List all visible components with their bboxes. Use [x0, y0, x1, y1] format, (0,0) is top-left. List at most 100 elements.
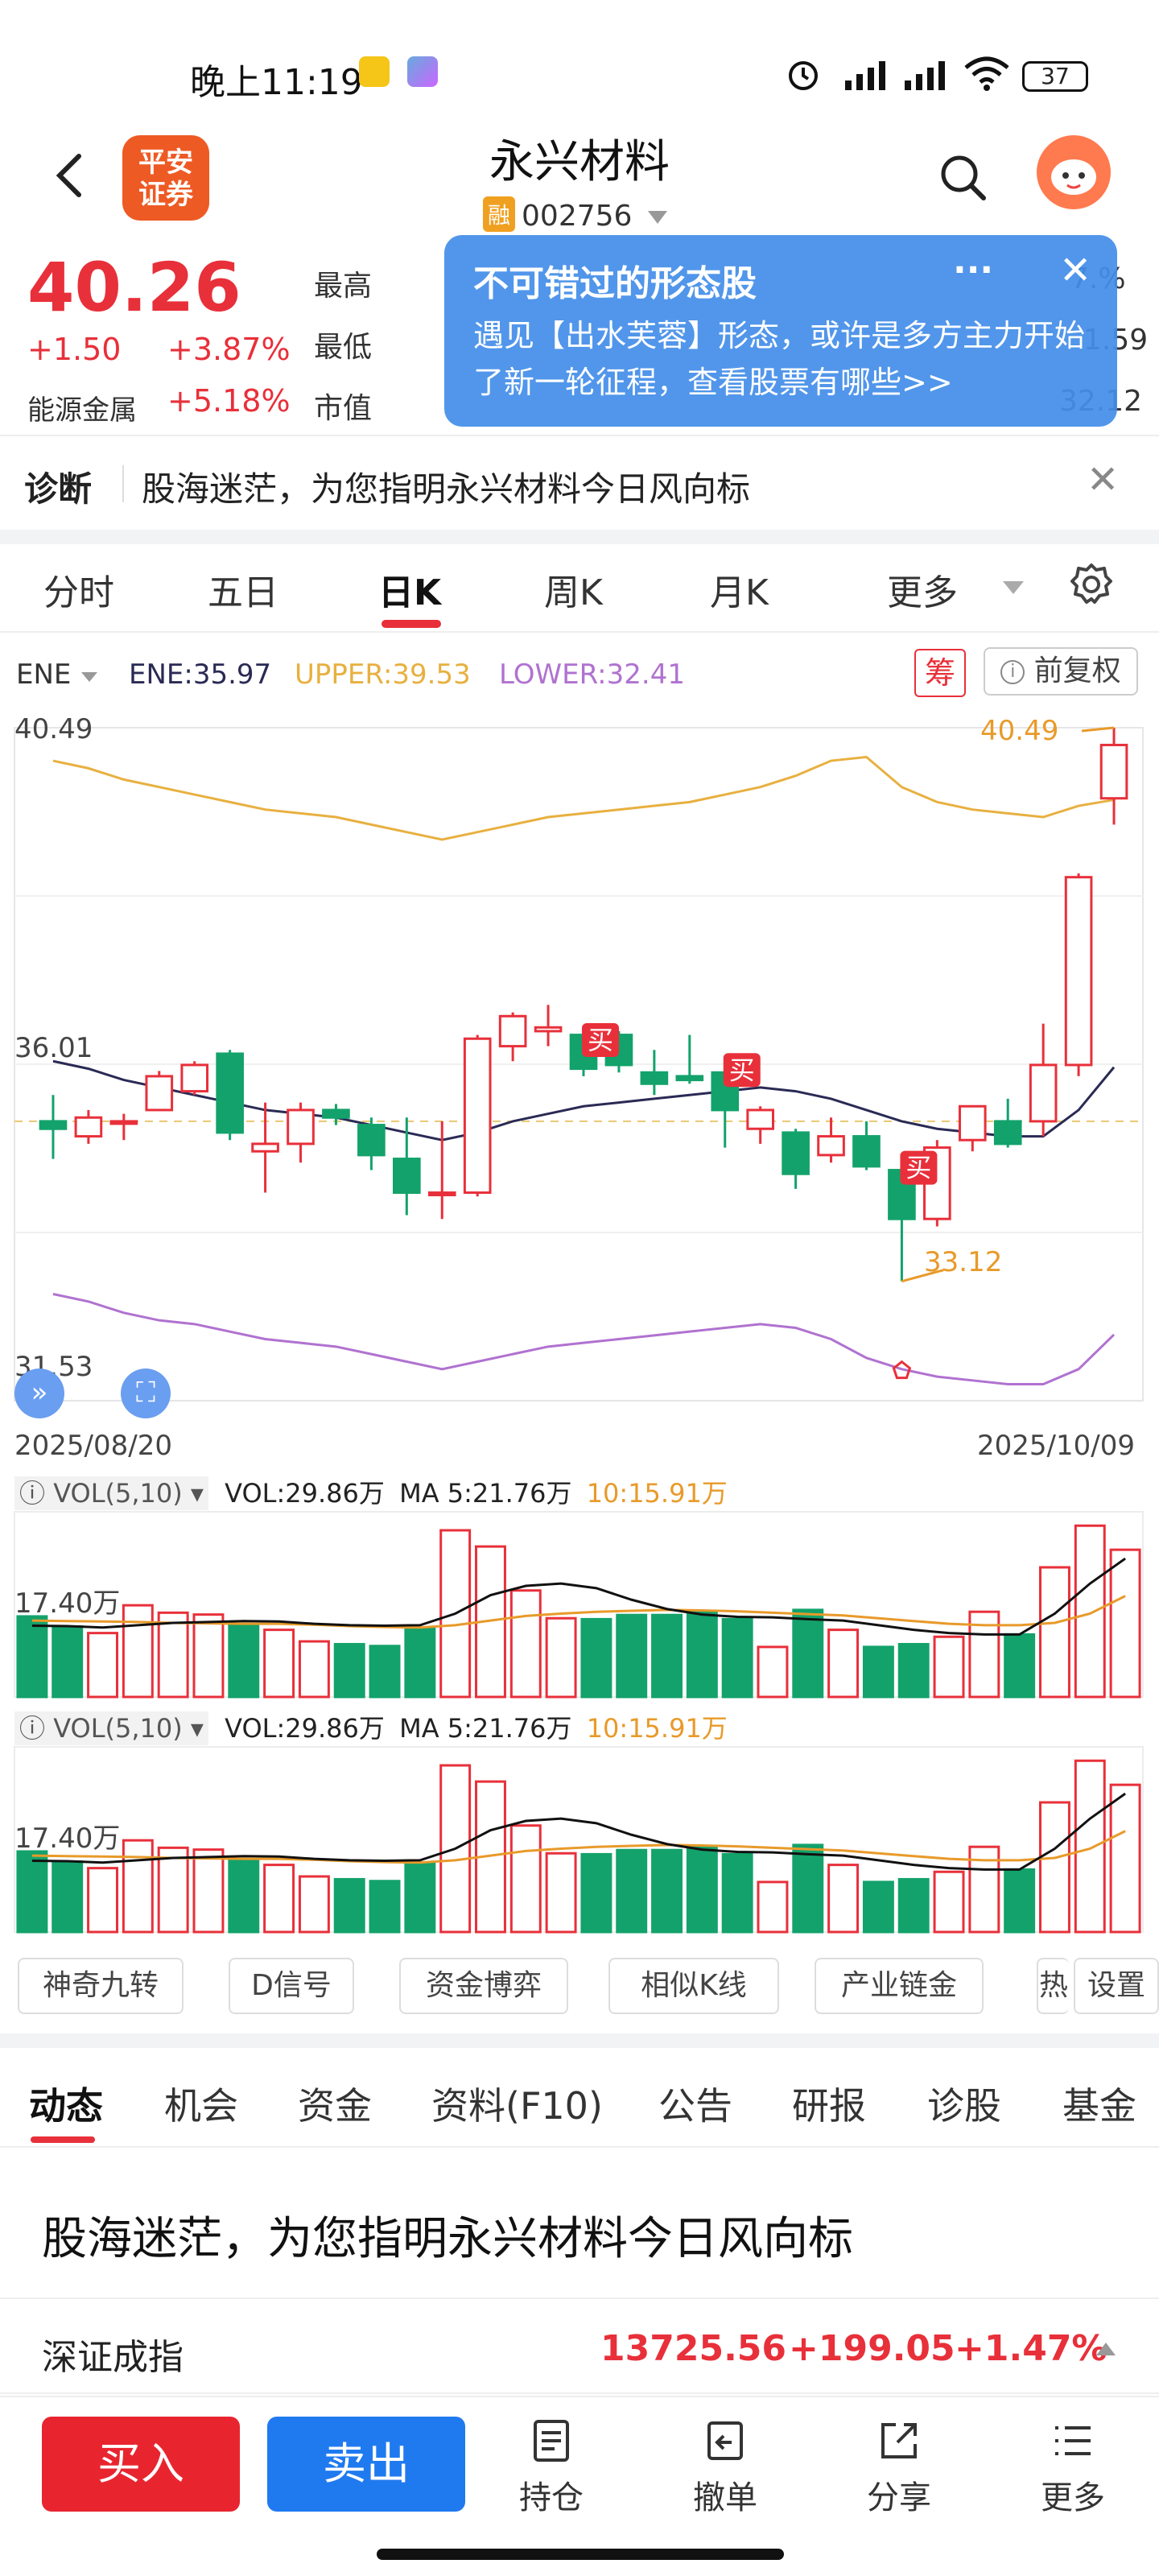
indicator-button-similar-k[interactable]: 相似K线	[608, 1958, 779, 2014]
tab-announcements[interactable]: 公告	[658, 2084, 732, 2128]
volume-bar	[933, 1635, 965, 1699]
volume-indicator-selector[interactable]: ⓘ VOL(5,10) ▾	[14, 1476, 208, 1510]
volume-bar	[333, 1642, 365, 1699]
gear-icon[interactable]	[1069, 562, 1114, 607]
volume-bar	[52, 1625, 84, 1699]
tab-monthly-k[interactable]: 月K	[710, 572, 769, 613]
tab-f10[interactable]: 资料(F10)	[431, 2084, 603, 2128]
more-button[interactable]: 更多	[1013, 2418, 1133, 2518]
tab-intraday[interactable]: 分时	[43, 572, 114, 613]
volume-bar	[721, 1852, 753, 1934]
tab-research[interactable]: 研报	[792, 2084, 866, 2128]
tab-capital[interactable]: 资金	[298, 2084, 372, 2128]
volume-bar	[509, 1589, 542, 1699]
index-value: 13725.56	[600, 2328, 787, 2369]
back-arrow-icon[interactable]	[47, 151, 95, 200]
indicator-button-industry-chain[interactable]: 产业链金	[815, 1958, 984, 2014]
index-ticker-row[interactable]: 深证成指 13725.56 +199.05 +1.47%	[0, 2297, 1159, 2394]
user-avatar[interactable]	[1037, 135, 1111, 209]
volume-bar	[651, 1848, 683, 1934]
positions-button[interactable]: 持仓	[491, 2418, 612, 2518]
menu-icon	[1055, 2426, 1091, 2455]
volume-bar	[686, 1611, 718, 1699]
volume-bar	[192, 1848, 225, 1934]
close-icon[interactable]: ✕	[1059, 248, 1092, 293]
chip-distribution-button[interactable]: 筹	[914, 649, 966, 697]
news-headline[interactable]: 股海迷茫，为您指明永兴材料今日风向标	[42, 2213, 853, 2265]
volume-bar	[757, 1880, 789, 1934]
volume-ma5: MA 5:21.76万	[399, 1713, 572, 1744]
volume-chart-2[interactable]	[0, 1740, 1159, 1938]
indicator-selector[interactable]: ENE	[16, 658, 99, 691]
promo-popup[interactable]: 不可错过的形态股 ··· ✕ 遇见【出水芙蓉】形态，或许是多方主力开始了新一轮征…	[444, 235, 1117, 427]
volume-panel-2-legend: ⓘ VOL(5,10) ▾ VOL:29.86万 MA 5:21.76万 10:…	[14, 1708, 728, 1745]
caret-down-icon	[1003, 581, 1024, 594]
volume-bar	[827, 1864, 860, 1934]
expand-left-icon[interactable]: »	[14, 1368, 64, 1418]
cancel-order-button[interactable]: 撤单	[665, 2418, 786, 2518]
volume-bar	[651, 1613, 683, 1699]
sell-button[interactable]: 卖出	[267, 2417, 465, 2512]
tab-opportunity[interactable]: 机会	[164, 2084, 238, 2128]
buy-button[interactable]: 买入	[42, 2417, 240, 2512]
volume-indicator-selector[interactable]: ⓘ VOL(5,10) ▾	[14, 1711, 208, 1745]
volume-bar	[897, 1642, 930, 1699]
tab-more[interactable]: 更多	[887, 572, 958, 613]
indicator-button-partial[interactable]: 热	[1037, 1958, 1069, 2014]
volume-bar	[545, 1616, 577, 1699]
volume-bar	[122, 1604, 154, 1699]
volume-bar	[897, 1877, 930, 1934]
indicator-button-capital-game[interactable]: 资金博弈	[399, 1958, 568, 2014]
volume-frame	[14, 1746, 1144, 1933]
signal-icon	[845, 61, 945, 90]
more-dots-icon[interactable]: ···	[953, 250, 994, 291]
y-axis-max: 40.49	[14, 713, 93, 745]
adjust-mode-label: 前复权	[1033, 654, 1121, 687]
divider	[0, 2146, 1159, 2148]
tab-weekly-k[interactable]: 周K	[544, 572, 603, 613]
volume-bar	[616, 1848, 648, 1934]
candle	[145, 1075, 174, 1112]
volume-bar	[87, 1632, 118, 1699]
volume-bar	[157, 1846, 189, 1934]
volume-ma5: MA 5:21.76万	[399, 1478, 572, 1509]
adjust-mode-button[interactable]: i 前复权	[984, 647, 1138, 696]
tab-funds[interactable]: 基金	[1062, 2084, 1136, 2128]
share-button[interactable]: 分享	[839, 2418, 959, 2518]
media-notification-icon	[407, 56, 438, 87]
candle	[427, 1191, 456, 1197]
chart-tabs: 分时 五日 日K 周K 月K 更多	[0, 544, 1159, 633]
divider	[0, 530, 1159, 544]
search-icon[interactable]	[937, 151, 988, 203]
tab-five-day[interactable]: 五日	[208, 572, 278, 613]
kline-chart[interactable]: 买买买	[0, 708, 1159, 1449]
indicator-button-d-signal[interactable]: D信号	[229, 1958, 354, 2014]
tab-daily-k[interactable]: 日K	[378, 572, 442, 613]
fullscreen-icon[interactable]: ⛶	[121, 1368, 171, 1418]
diagnose-text[interactable]: 股海迷茫，为您指明永兴材料今日风向标	[142, 469, 751, 509]
indicator-button-nine-turn[interactable]: 神奇九转	[18, 1958, 184, 2014]
volume-chart-1[interactable]	[0, 1505, 1159, 1703]
stock-code-selector[interactable]: 融 002756	[483, 196, 669, 233]
high-label: 最高	[314, 270, 373, 303]
volume-bar	[862, 1645, 894, 1699]
diagnose-bar[interactable]: 诊断 股海迷茫，为您指明永兴材料今日风向标 ✕	[0, 435, 1159, 530]
popup-body[interactable]: 遇见【出水芙蓉】形态，或许是多方主力开始了新一轮征程，查看股票有哪些>>	[473, 318, 1086, 400]
max-price-label: 40.49	[980, 715, 1059, 747]
candle	[958, 1104, 987, 1141]
sector-name[interactable]: 能源金属	[27, 394, 137, 427]
volume-bar	[1074, 1524, 1106, 1699]
lower-value: LOWER:32.41	[499, 658, 685, 691]
candle	[287, 1108, 315, 1146]
battery-level: 37	[1041, 63, 1070, 89]
volume-bar	[298, 1875, 330, 1934]
low-label: 最低	[314, 331, 373, 364]
candle	[852, 1135, 881, 1168]
alarm-icon	[789, 61, 818, 90]
close-icon[interactable]: ✕	[1087, 457, 1120, 502]
tab-news[interactable]: 动态	[29, 2084, 103, 2128]
home-indicator[interactable]	[377, 2549, 784, 2560]
positions-label: 持仓	[519, 2479, 584, 2516]
indicator-settings-button[interactable]: 设置	[1074, 1958, 1159, 2014]
tab-diagnose[interactable]: 诊股	[927, 2084, 1001, 2128]
